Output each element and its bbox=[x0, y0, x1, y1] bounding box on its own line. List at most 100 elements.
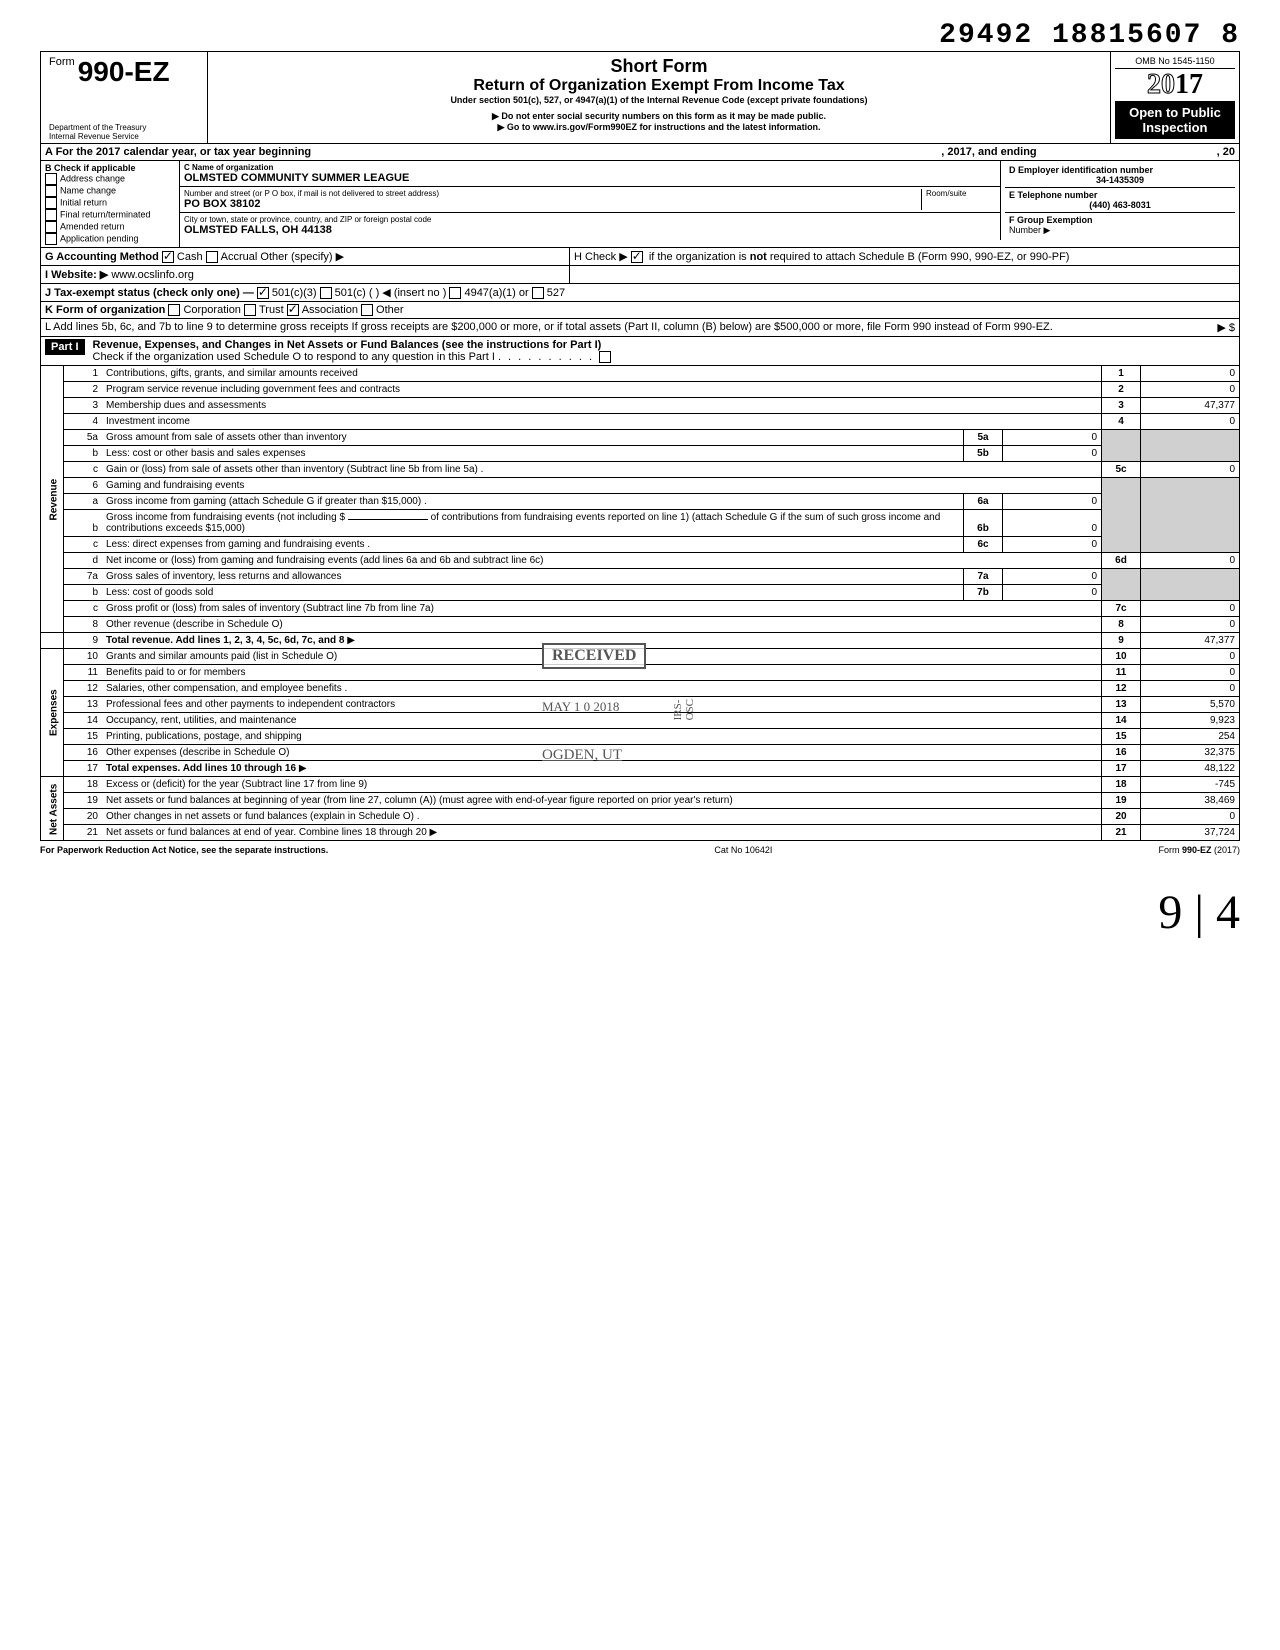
ein-value: 34-1435309 bbox=[1009, 175, 1231, 185]
part1-header-row: Part I Revenue, Expenses, and Changes in… bbox=[40, 337, 1240, 366]
form-id-box: Form 990-EZ Department of the Treasury I… bbox=[41, 52, 208, 143]
ln19-val: 38,469 bbox=[1141, 793, 1240, 809]
lbl-assoc: Association bbox=[302, 304, 358, 316]
ln1-desc: Contributions, gifts, grants, and simila… bbox=[106, 368, 358, 379]
footer-right: Form 990-EZ (2017) bbox=[1158, 845, 1240, 855]
lbl-other-method: Other (specify) ▶ bbox=[260, 251, 344, 263]
check-527[interactable] bbox=[532, 287, 544, 299]
ln14-num: 14 bbox=[64, 713, 103, 729]
ln20-desc: Other changes in net assets or fund bala… bbox=[102, 809, 1102, 825]
check-other-org[interactable] bbox=[361, 304, 373, 316]
ln4-num: 4 bbox=[64, 414, 103, 430]
tax-year: 2017 bbox=[1115, 69, 1235, 101]
ln21-num: 21 bbox=[64, 825, 103, 841]
check-501c[interactable] bbox=[320, 287, 332, 299]
ln5c-desc: Gain or (loss) from sale of assets other… bbox=[102, 462, 1102, 478]
check-accrual[interactable] bbox=[206, 251, 218, 263]
street-label: Number and street (or P O box, if mail i… bbox=[184, 189, 921, 198]
ln17-arrow: ▶ bbox=[299, 763, 307, 774]
ln15-box: 15 bbox=[1102, 729, 1141, 745]
ln6d-num: d bbox=[64, 553, 103, 569]
side-expenses: Expenses bbox=[41, 649, 64, 777]
line-i-label: I Website: ▶ bbox=[45, 269, 108, 281]
handwritten-mark: 9 | 4 bbox=[40, 885, 1240, 940]
ln3-num: 3 bbox=[64, 398, 103, 414]
ln1-box: 1 bbox=[1102, 366, 1141, 382]
ln5a-box: 5a bbox=[964, 430, 1003, 446]
city-label: City or town, state or province, country… bbox=[184, 215, 996, 224]
ln13-val: 5,570 bbox=[1141, 697, 1240, 713]
check-initial-return[interactable] bbox=[45, 197, 57, 209]
instr-2: ▶ Go to www.irs.gov/Form990EZ for instru… bbox=[212, 122, 1106, 133]
stamp-irs: IRS-OSC bbox=[672, 699, 696, 720]
ln2-val: 0 bbox=[1141, 382, 1240, 398]
ln20-val: 0 bbox=[1141, 809, 1240, 825]
line-a-label: A For the 2017 calendar year, or tax yea… bbox=[45, 146, 311, 158]
instr-1: ▶ Do not enter social security numbers o… bbox=[212, 111, 1106, 122]
lbl-corp: Corporation bbox=[183, 304, 240, 316]
ln14-box: 14 bbox=[1102, 713, 1141, 729]
ln8-box: 8 bbox=[1102, 617, 1141, 633]
ln18-num: 18 bbox=[64, 777, 103, 793]
ln7b-bv: 0 bbox=[1003, 585, 1102, 601]
line-k-label: K Form of organization bbox=[45, 304, 165, 316]
ln11-num: 11 bbox=[64, 665, 103, 681]
ln10-desc: Grants and similar amounts paid (list in… bbox=[106, 651, 337, 662]
group-num: Number ▶ bbox=[1009, 225, 1231, 236]
stamp-date: MAY 1 0 2018 bbox=[542, 699, 619, 715]
ln21-val: 37,724 bbox=[1141, 825, 1240, 841]
ln17-desc: Total expenses. Add lines 10 through 16 bbox=[106, 763, 296, 774]
city-value: OLMSTED FALLS, OH 44138 bbox=[184, 224, 996, 236]
ln7b-box: 7b bbox=[964, 585, 1003, 601]
section-b-label: B Check if applicable bbox=[45, 163, 175, 173]
check-501c3[interactable] bbox=[257, 287, 269, 299]
omb-number: OMB No 1545-1150 bbox=[1115, 56, 1235, 69]
ln3-desc: Membership dues and assessments bbox=[102, 398, 1102, 414]
line-j-row: J Tax-exempt status (check only one) — 5… bbox=[40, 284, 1240, 302]
ln7c-box: 7c bbox=[1102, 601, 1141, 617]
check-name-change[interactable] bbox=[45, 185, 57, 197]
ln7a-num: 7a bbox=[64, 569, 103, 585]
ln12-box: 12 bbox=[1102, 681, 1141, 697]
ln20-num: 20 bbox=[64, 809, 103, 825]
ln14-val: 9,923 bbox=[1141, 713, 1240, 729]
ln6c-num: c bbox=[64, 537, 103, 553]
ln15-val: 254 bbox=[1141, 729, 1240, 745]
ln5b-bv: 0 bbox=[1003, 446, 1102, 462]
ln9-arrow: ▶ bbox=[347, 635, 355, 646]
ln11-box: 11 bbox=[1102, 665, 1141, 681]
ln5c-val: 0 bbox=[1141, 462, 1240, 478]
part1-check-text: Check if the organization used Schedule … bbox=[93, 351, 495, 363]
check-amended[interactable] bbox=[45, 221, 57, 233]
check-h[interactable] bbox=[631, 251, 643, 263]
org-info-row: B Check if applicable Address change Nam… bbox=[40, 161, 1240, 248]
check-4947[interactable] bbox=[449, 287, 461, 299]
ln20-box: 20 bbox=[1102, 809, 1141, 825]
footer-left: For Paperwork Reduction Act Notice, see … bbox=[40, 845, 328, 855]
check-final-return[interactable] bbox=[45, 209, 57, 221]
ln5b-desc: Less: cost or other basis and sales expe… bbox=[102, 446, 964, 462]
ln6a-bv: 0 bbox=[1003, 494, 1102, 510]
lbl-amended: Amended return bbox=[60, 221, 125, 231]
check-corp[interactable] bbox=[168, 304, 180, 316]
ln7c-desc: Gross profit or (loss) from sales of inv… bbox=[102, 601, 1102, 617]
ln7a-bv: 0 bbox=[1003, 569, 1102, 585]
ln8-val: 0 bbox=[1141, 617, 1240, 633]
check-cash[interactable] bbox=[162, 251, 174, 263]
phone-label: E Telephone number bbox=[1009, 190, 1231, 200]
dln-number: 29492 18815607 8 bbox=[40, 20, 1240, 51]
check-assoc[interactable] bbox=[287, 304, 299, 316]
check-app-pending[interactable] bbox=[45, 233, 57, 245]
ln10-val: 0 bbox=[1141, 649, 1240, 665]
check-trust[interactable] bbox=[244, 304, 256, 316]
ln16-desc: Other expenses (describe in Schedule O) bbox=[106, 747, 289, 758]
ln7c-val: 0 bbox=[1141, 601, 1240, 617]
ln2-num: 2 bbox=[64, 382, 103, 398]
check-address-change[interactable] bbox=[45, 173, 57, 185]
check-part1-scho[interactable] bbox=[599, 351, 611, 363]
ln19-num: 19 bbox=[64, 793, 103, 809]
ln7b-num: b bbox=[64, 585, 103, 601]
title-box: Short Form Return of Organization Exempt… bbox=[208, 52, 1111, 143]
ln3-val: 47,377 bbox=[1141, 398, 1240, 414]
ln4-val: 0 bbox=[1141, 414, 1240, 430]
